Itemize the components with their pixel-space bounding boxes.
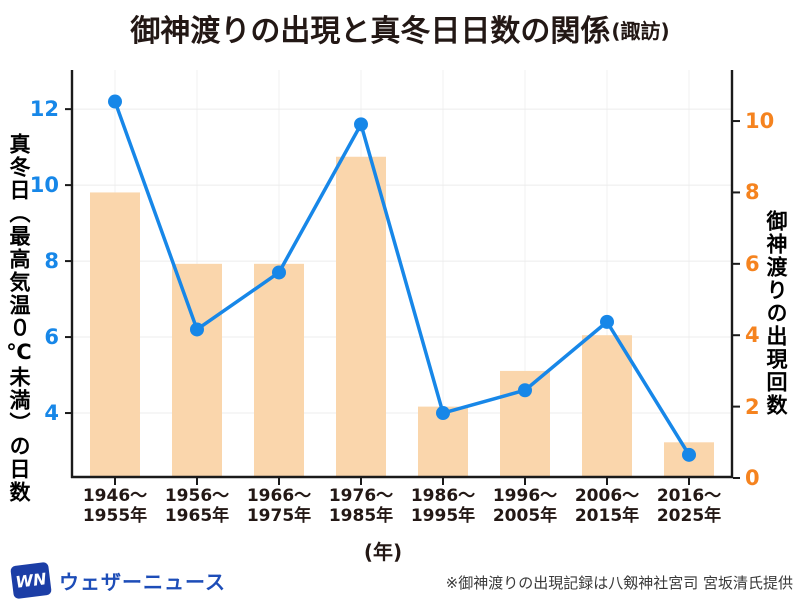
data-point-4	[354, 117, 368, 132]
data-point-6	[518, 383, 532, 398]
x-category-label-8: 2016～ 2025年	[656, 486, 722, 526]
data-point-2	[190, 322, 204, 337]
x-category-label-7: 2006～ 2015年	[574, 486, 640, 526]
right-axis-tick-10: 10	[745, 109, 775, 134]
wn-logo-icon: WN	[10, 561, 52, 600]
bar-1	[90, 192, 140, 478]
left-axis-title: 真冬日（最高気温０℃未満）の日数	[7, 133, 31, 504]
left-axis-tick-10: 10	[29, 173, 59, 198]
plot-area	[65, 70, 740, 485]
right-axis-tick-6: 6	[745, 251, 760, 276]
x-axis-unit-label: (年)	[363, 540, 403, 564]
chart-canvas	[65, 70, 740, 485]
x-category-label-5: 1986～ 1995年	[410, 486, 476, 526]
title-suffix: (諏訪)	[611, 19, 670, 43]
right-axis-tick-2: 2	[745, 394, 760, 419]
data-point-5	[436, 406, 450, 421]
right-axis-tick-4: 4	[745, 323, 760, 348]
bar-4	[336, 156, 386, 478]
left-axis-tick-6: 6	[44, 325, 59, 350]
data-point-7	[600, 314, 614, 329]
x-category-label-6: 1996～ 2005年	[492, 486, 558, 526]
data-point-3	[272, 265, 286, 280]
source-note: ※御神渡りの出現記録は八剱神社宮司 宮坂清氏提供	[445, 574, 793, 592]
line-series	[113, 99, 691, 457]
right-axis-title: 御神渡りの出現回数	[764, 210, 788, 417]
x-category-label-4: 1976～ 1985年	[328, 486, 394, 526]
left-axis-tick-12: 12	[29, 97, 59, 122]
x-category-label-1: 1946～ 1955年	[82, 486, 148, 526]
right-axis-tick-0: 0	[745, 466, 760, 490]
data-point-8	[682, 447, 696, 462]
left-axis-tick-8: 8	[44, 249, 59, 274]
bar-3	[254, 263, 304, 478]
bar-7	[582, 335, 632, 478]
logo-wordmark: ウェザーニュース	[59, 570, 226, 594]
weathernews-logo: WN ウェザーニュース	[10, 561, 226, 600]
left-axis-tick-4: 4	[44, 401, 59, 426]
x-category-label-3: 1966～ 1975年	[246, 486, 312, 526]
page-title: 御神渡りの出現と真冬日日数の関係(諏訪)	[0, 6, 800, 50]
data-point-1	[108, 94, 122, 109]
bar-2	[172, 263, 222, 478]
x-category-label-2: 1956～ 1965年	[164, 486, 230, 526]
title-main: 御神渡りの出現と真冬日日数の関係	[130, 14, 611, 49]
right-axis-tick-8: 8	[745, 180, 760, 205]
wn-logo-letters: WN	[14, 569, 48, 592]
